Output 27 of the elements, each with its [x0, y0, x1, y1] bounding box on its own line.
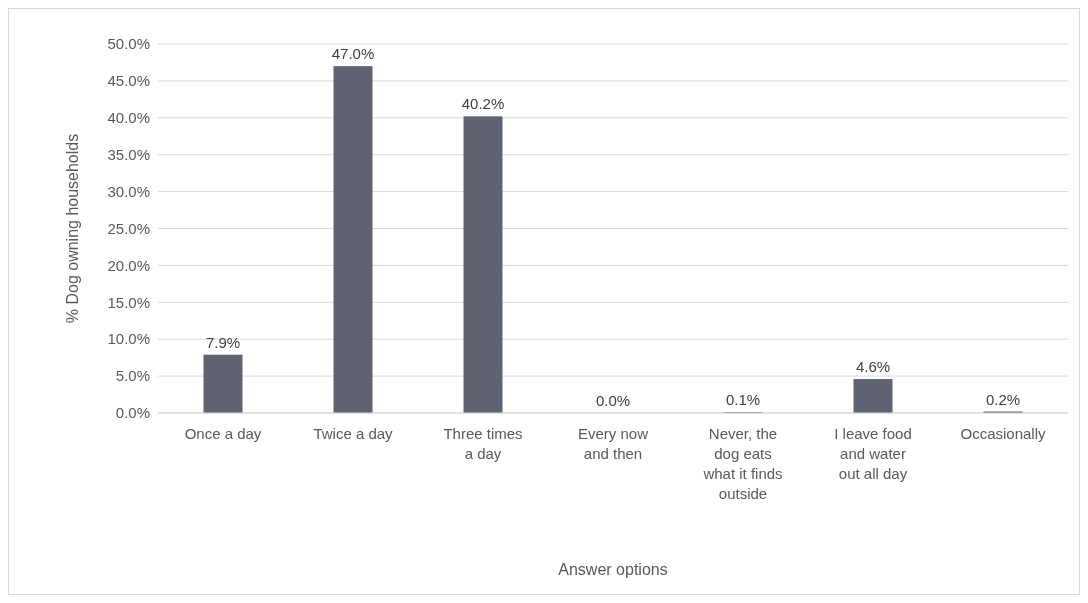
data-label: 0.0% [595, 392, 631, 409]
data-label: 40.2% [461, 95, 505, 113]
y-tick-label: 5.0% [115, 367, 150, 385]
data-label: 7.9% [205, 333, 241, 351]
y-tick-label: 45.0% [107, 72, 150, 90]
x-tick-label: Once a day [184, 425, 262, 442]
data-label: 4.6% [855, 358, 891, 376]
y-tick-label: 50.0% [107, 35, 150, 53]
x-tick-label: Occasionally [960, 425, 1047, 442]
x-tick-label: Three times a day [443, 425, 523, 462]
x-tick-label: Twice a day [313, 425, 394, 442]
y-tick-label: 25.0% [107, 219, 150, 237]
data-label: 0.1% [725, 391, 761, 409]
y-tick-label: 40.0% [107, 109, 150, 127]
x-axis-title: Answer options [558, 561, 668, 578]
y-tick-label: 35.0% [107, 145, 150, 163]
y-tick-label: 15.0% [107, 293, 150, 311]
data-label: 47.0% [331, 45, 375, 63]
y-axis-title: % Dog owning households [64, 133, 81, 324]
y-tick-label: 10.0% [107, 330, 150, 348]
y-tick-label: 30.0% [107, 182, 150, 200]
x-tick-label: Every now and then [577, 425, 649, 462]
y-tick-label: 20.0% [107, 256, 150, 274]
y-tick-label: 0.0% [115, 404, 150, 422]
data-label: 0.2% [985, 390, 1021, 408]
x-tick-label: I leave food and water out all day [834, 425, 912, 482]
x-tick-label: Never, the dog eats what it finds outside [702, 425, 783, 502]
